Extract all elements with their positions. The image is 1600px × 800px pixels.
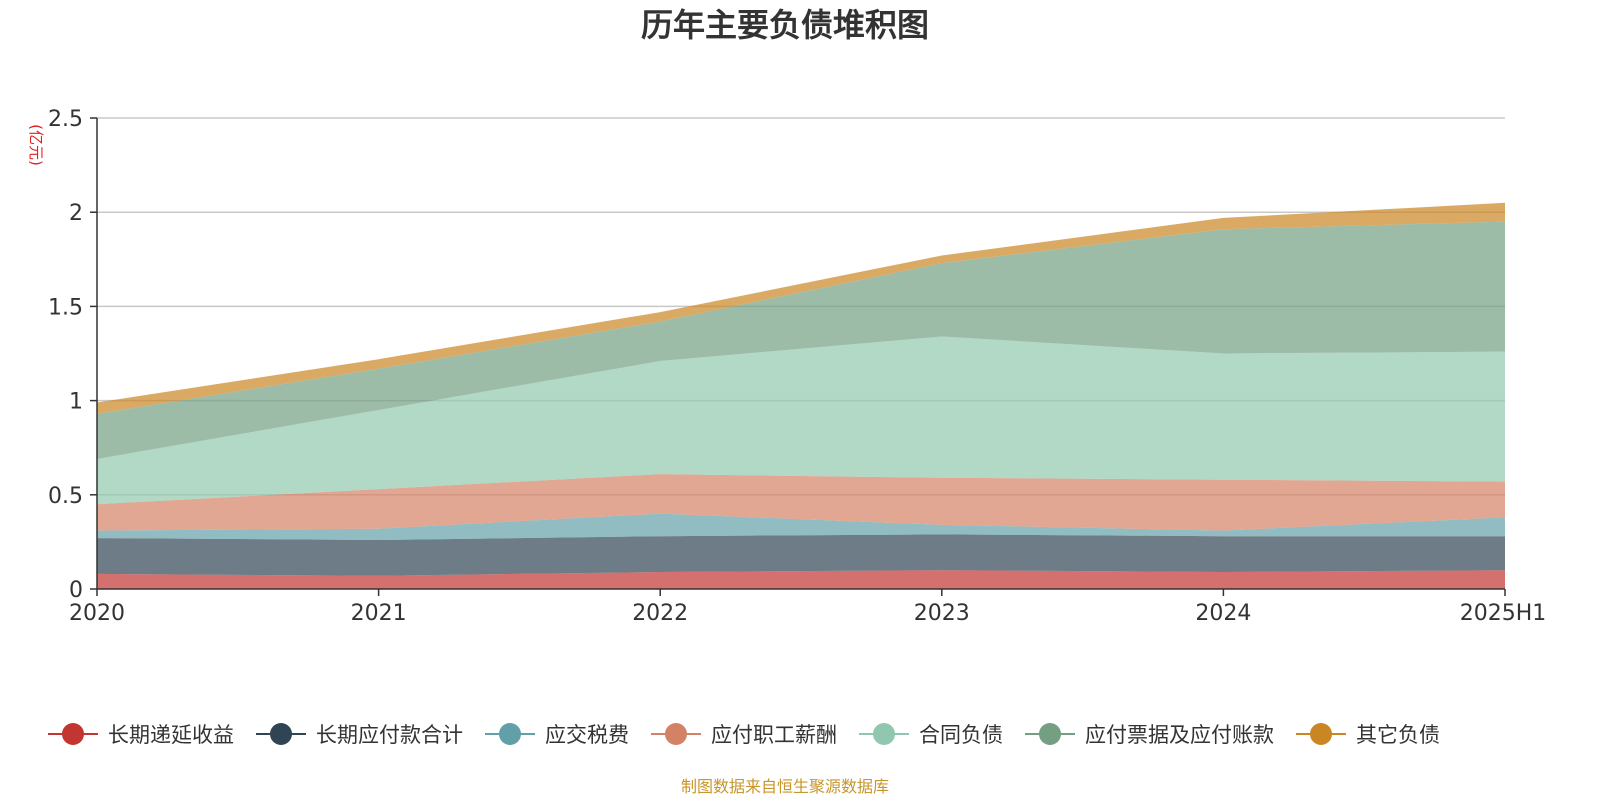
legend-marker-icon: [665, 723, 687, 745]
y-tick-label: 2: [69, 201, 83, 226]
x-tick-label: 2023: [914, 601, 970, 626]
legend-item-0[interactable]: 长期递延收益: [48, 723, 234, 747]
legend-item-3[interactable]: 应付职工薪酬: [651, 723, 837, 747]
x-tick-label: 2022: [632, 601, 688, 626]
legend-marker-icon: [873, 723, 895, 745]
area-series-5[interactable]: [97, 221, 1505, 459]
legend-label: 长期递延收益: [108, 723, 234, 747]
legend-item-4[interactable]: 合同负债: [859, 723, 1003, 747]
legend-label: 应交税费: [545, 723, 629, 747]
legend-label: 应付职工薪酬: [711, 723, 837, 747]
y-tick-label: 1.5: [48, 295, 83, 320]
source-note: 制图数据来自恒生聚源数据库: [681, 777, 889, 796]
legend-item-2[interactable]: 应交税费: [485, 723, 629, 747]
area-series-3[interactable]: [97, 474, 1505, 531]
y-tick-label: 0.5: [48, 484, 83, 509]
legend-marker-icon: [62, 723, 84, 745]
legend-label: 其它负债: [1356, 723, 1440, 747]
y-unit-label: (亿元): [27, 124, 45, 166]
legend-marker-icon: [1039, 723, 1061, 745]
x-tick-label: 2024: [1195, 601, 1251, 626]
legend-marker-icon: [499, 723, 521, 745]
area-series-6[interactable]: [97, 202, 1505, 414]
legend-label: 合同负债: [919, 723, 1003, 747]
x-tick-label: 2025H1: [1460, 601, 1547, 626]
x-tick-label: 2021: [351, 601, 407, 626]
legend-label: 应付票据及应付账款: [1085, 723, 1274, 747]
y-tick-label: 2.5: [48, 107, 83, 132]
legend-item-1[interactable]: 长期应付款合计: [256, 723, 463, 747]
axes: 0 0.5 1 1.5 2 2.5 2020 2021 2022 2023 2024 2025H1: [48, 107, 1546, 626]
legend-item-6[interactable]: 其它负债: [1296, 723, 1440, 747]
area-series-0[interactable]: [97, 570, 1505, 589]
area-series-group: [97, 202, 1505, 589]
area-series-2[interactable]: [97, 513, 1505, 540]
legend-marker-icon: [270, 723, 292, 745]
legend-label: 长期应付款合计: [316, 723, 463, 747]
legend-marker-icon: [1310, 723, 1332, 745]
y-tick-label: 1: [69, 390, 83, 415]
y-tick-label: 0: [69, 578, 83, 603]
area-series-4[interactable]: [97, 336, 1505, 505]
chart-title: 历年主要负债堆积图: [641, 6, 929, 44]
legend-item-5[interactable]: 应付票据及应付账款: [1025, 723, 1274, 747]
x-tick-label: 2020: [69, 601, 125, 626]
area-series-1[interactable]: [97, 534, 1505, 576]
legend: 长期递延收益 长期应付款合计 应交税费 应付职工薪酬 合同负债 应付票据及应付账款 其它负债: [48, 723, 1440, 747]
